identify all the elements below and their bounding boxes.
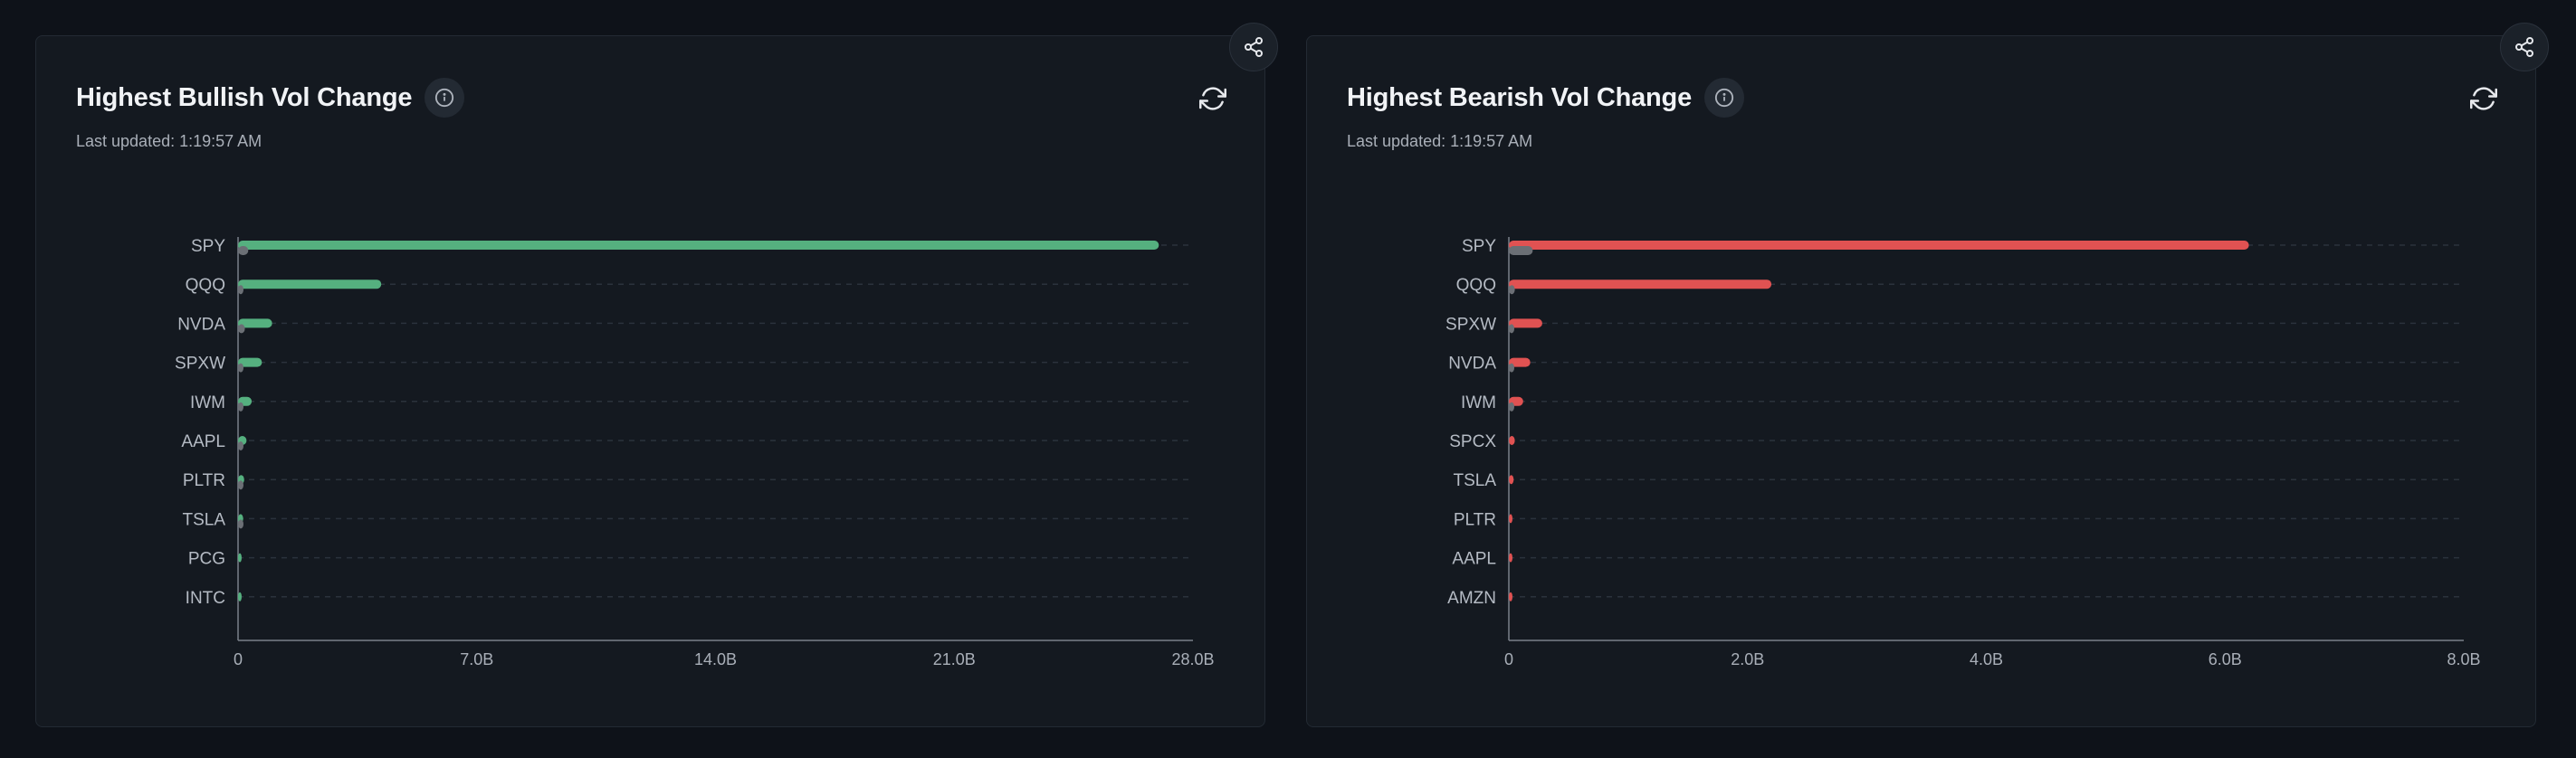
bar[interactable]: [1509, 553, 1512, 563]
secondary-bar[interactable]: [238, 246, 249, 255]
bearish-bar-chart: SPY QQQ SPXW NVDA IWM SPCX TSLA PLTR AAPL AMZN 0 2.…: [1445, 237, 2481, 668]
share-icon: [2515, 37, 2533, 57]
secondary-bar[interactable]: [238, 402, 243, 412]
bar[interactable]: [238, 241, 1159, 250]
bar[interactable]: [1509, 280, 1772, 289]
secondary-bar[interactable]: [1509, 324, 1514, 334]
bar[interactable]: [1509, 241, 2249, 250]
bar[interactable]: [1509, 592, 1512, 602]
x-tick-label: 0: [1504, 650, 1513, 668]
panel-title: Highest Bullish Vol Change: [76, 82, 413, 112]
bar[interactable]: [238, 592, 242, 602]
x-tick-label: 7.0B: [460, 650, 493, 668]
refresh-button[interactable]: [2468, 83, 2499, 114]
share-icon: [1245, 37, 1263, 57]
y-tick-label: PLTR: [183, 471, 225, 490]
panel-header: Highest Bearish Vol Change: [1347, 78, 1745, 118]
panel-header: Highest Bullish Vol Change: [76, 78, 465, 118]
secondary-bar[interactable]: [1509, 402, 1514, 412]
bar[interactable]: [238, 280, 382, 289]
x-tick-label: 8.0B: [2447, 650, 2480, 668]
y-tick-label: AAPL: [1452, 550, 1496, 569]
x-tick-label: 6.0B: [2209, 650, 2242, 668]
secondary-bar[interactable]: [238, 441, 243, 450]
y-tick-label: SPCX: [1449, 432, 1496, 451]
secondary-bar[interactable]: [238, 285, 243, 295]
x-tick-label: 21.0B: [933, 650, 976, 668]
share-button[interactable]: [2500, 23, 2549, 71]
bearish-panel: Highest Bearish Vol Change Last updated:…: [1306, 23, 2549, 727]
refresh-button[interactable]: [1197, 83, 1228, 114]
x-tick-label: 28.0B: [1171, 650, 1214, 668]
y-tick-label: AAPL: [181, 432, 225, 451]
y-tick-label: QQQ: [1456, 276, 1496, 295]
x-tick-label: 0: [234, 650, 243, 668]
y-tick-label: TSLA: [182, 510, 225, 529]
secondary-bar[interactable]: [1509, 285, 1515, 295]
y-tick-label: NVDA: [1448, 355, 1496, 374]
y-tick-label: SPXW: [175, 355, 225, 374]
secondary-bar[interactable]: [1509, 363, 1514, 373]
y-tick-label: PLTR: [1454, 510, 1496, 529]
share-button[interactable]: [1229, 23, 1278, 71]
x-tick-label: 2.0B: [1731, 650, 1764, 668]
bullish-panel: Highest Bullish Vol Change Last updated:…: [35, 23, 1278, 727]
secondary-bar[interactable]: [1509, 246, 1533, 255]
y-tick-label: NVDA: [177, 315, 225, 334]
y-tick-label: SPY: [1462, 237, 1496, 256]
bar[interactable]: [238, 553, 242, 563]
y-tick-label: IWM: [190, 393, 225, 412]
bar[interactable]: [1509, 475, 1514, 485]
secondary-bar[interactable]: [238, 480, 243, 490]
secondary-bar[interactable]: [238, 519, 243, 529]
y-tick-label: SPXW: [1445, 315, 1496, 334]
bar[interactable]: [1509, 318, 1542, 328]
bar[interactable]: [238, 357, 262, 367]
bullish-bar-chart: SPY QQQ NVDA SPXW IWM AAPL PLTR TSLA PCG INTC 0 7.0…: [175, 237, 1215, 668]
y-tick-label: SPY: [191, 237, 225, 256]
bar[interactable]: [1509, 436, 1515, 445]
secondary-bar[interactable]: [238, 324, 245, 334]
info-icon: [1714, 88, 1734, 108]
info-button[interactable]: [1704, 78, 1745, 118]
y-tick-label: IWM: [1461, 393, 1496, 412]
y-tick-label: AMZN: [1447, 589, 1496, 608]
bar[interactable]: [1509, 357, 1531, 367]
secondary-bar[interactable]: [238, 363, 243, 373]
bar[interactable]: [1509, 514, 1512, 524]
y-tick-label: TSLA: [1453, 471, 1496, 490]
panel-title: Highest Bearish Vol Change: [1347, 82, 1693, 112]
y-tick-label: QQQ: [186, 276, 225, 295]
last-updated-text: Last updated: 1:19:57 AM: [76, 132, 262, 150]
x-tick-label: 4.0B: [1970, 650, 2003, 668]
y-tick-label: INTC: [186, 589, 225, 608]
info-icon: [435, 88, 454, 108]
y-tick-label: PCG: [188, 550, 225, 569]
refresh-icon: [1199, 87, 1226, 110]
bar[interactable]: [238, 318, 272, 328]
info-button[interactable]: [425, 78, 465, 118]
x-tick-label: 14.0B: [694, 650, 737, 668]
refresh-icon: [2470, 87, 2497, 110]
last-updated-text: Last updated: 1:19:57 AM: [1347, 132, 1533, 150]
